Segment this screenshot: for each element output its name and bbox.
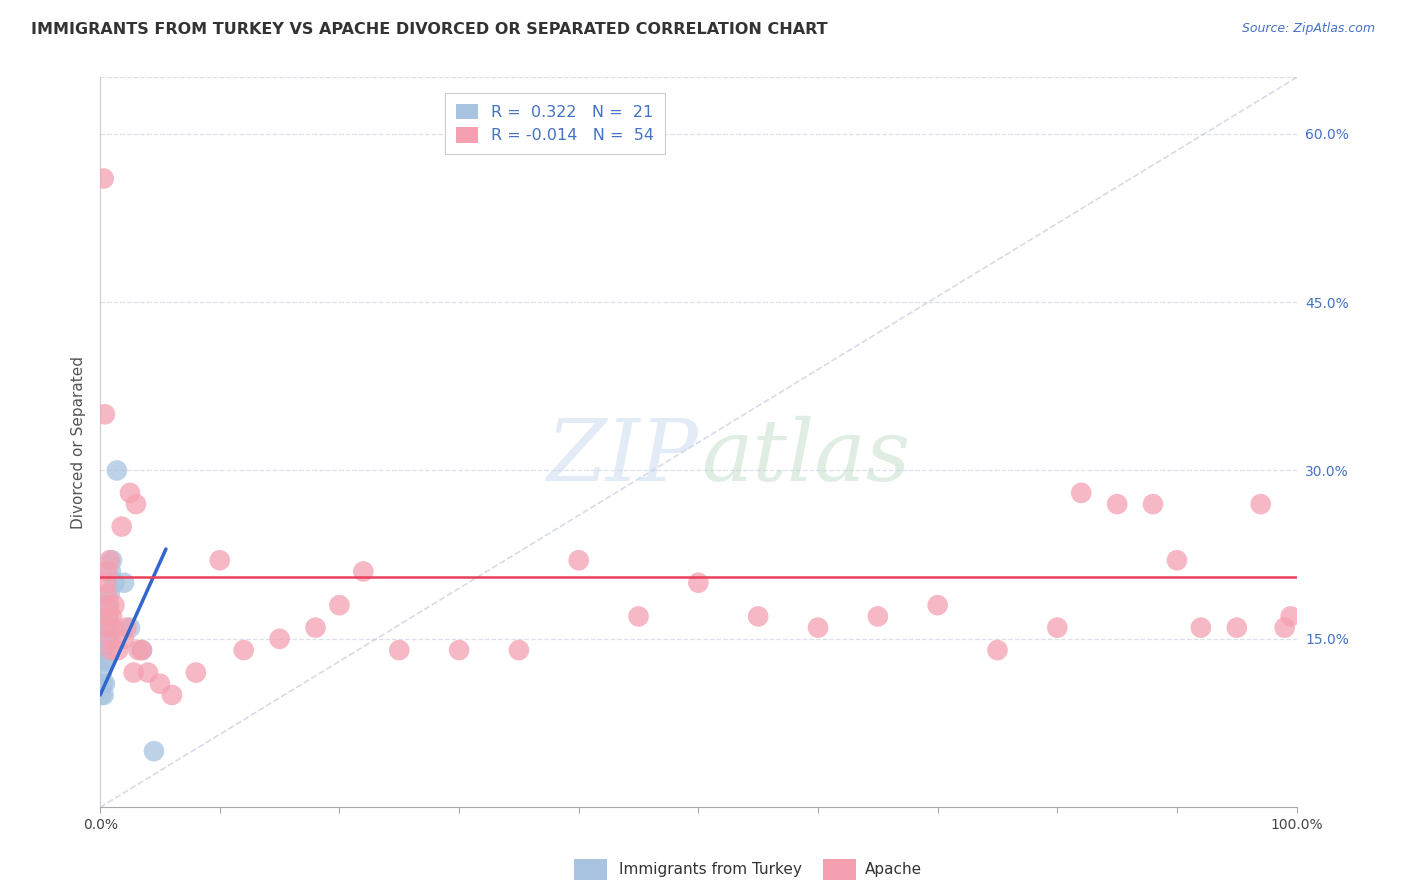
Point [866, 609, 889, 624]
Point [90, 665, 112, 680]
Point [101, 609, 124, 624]
Point [232, 643, 254, 657]
Text: Source: ZipAtlas.com: Source: ZipAtlas.com [1241, 22, 1375, 36]
Point [131, 643, 153, 657]
Point [98, 587, 121, 601]
Point [1274, 621, 1296, 635]
Point [328, 598, 350, 612]
Point [1142, 497, 1164, 511]
Point [97, 609, 120, 624]
Point [269, 632, 291, 646]
Point [105, 463, 128, 477]
Point [304, 621, 326, 635]
Point [1107, 497, 1129, 511]
Point [1279, 609, 1302, 624]
Point [1250, 497, 1272, 511]
Point [125, 497, 148, 511]
Point [568, 553, 591, 567]
Point [100, 643, 122, 657]
Point [100, 565, 122, 579]
Point [94, 632, 117, 646]
Point [136, 665, 159, 680]
Point [111, 519, 134, 533]
Point [91, 654, 114, 668]
Point [107, 643, 129, 657]
Point [94, 575, 117, 590]
Point [122, 665, 145, 680]
Point [90, 688, 112, 702]
Point [98, 632, 121, 646]
Y-axis label: Divorced or Separated: Divorced or Separated [72, 356, 86, 529]
Point [112, 632, 135, 646]
Point [688, 575, 710, 590]
Point [96, 621, 118, 635]
Point [1046, 621, 1069, 635]
Point [747, 609, 769, 624]
Point [103, 621, 125, 635]
Point [118, 486, 141, 500]
Text: Apache: Apache [865, 863, 922, 877]
Point [118, 621, 141, 635]
Point [103, 598, 125, 612]
Point [94, 407, 117, 421]
Point [97, 621, 120, 635]
Point [94, 677, 117, 691]
Point [208, 553, 231, 567]
Point [149, 677, 172, 691]
Point [93, 171, 115, 186]
Point [96, 587, 118, 601]
Point [93, 643, 115, 657]
Point [388, 643, 411, 657]
Point [101, 553, 124, 567]
Text: Immigrants from Turkey: Immigrants from Turkey [619, 863, 801, 877]
Text: ZIP: ZIP [547, 416, 699, 499]
Point [127, 643, 149, 657]
Point [1189, 621, 1212, 635]
Point [91, 677, 114, 691]
Point [927, 598, 949, 612]
Point [508, 643, 530, 657]
Point [98, 553, 121, 567]
Point [112, 575, 135, 590]
Point [1070, 486, 1092, 500]
Point [93, 688, 115, 702]
Text: IMMIGRANTS FROM TURKEY VS APACHE DIVORCED OR SEPARATED CORRELATION CHART: IMMIGRANTS FROM TURKEY VS APACHE DIVORCE… [31, 22, 828, 37]
Point [131, 643, 153, 657]
Text: atlas: atlas [700, 416, 910, 499]
Point [96, 565, 118, 579]
Point [1166, 553, 1188, 567]
Point [160, 688, 183, 702]
Point [352, 565, 374, 579]
Point [143, 744, 166, 758]
Point [986, 643, 1008, 657]
Point [627, 609, 650, 624]
Point [184, 665, 207, 680]
Point [807, 621, 830, 635]
Point [115, 621, 138, 635]
Point [96, 598, 118, 612]
Point [98, 598, 121, 612]
Point [449, 643, 471, 657]
Point [97, 609, 120, 624]
Point [103, 575, 125, 590]
Point [94, 654, 117, 668]
Point [1226, 621, 1249, 635]
Legend: R =  0.322   N =  21, R = -0.014   N =  54: R = 0.322 N = 21, R = -0.014 N = 54 [444, 93, 665, 154]
